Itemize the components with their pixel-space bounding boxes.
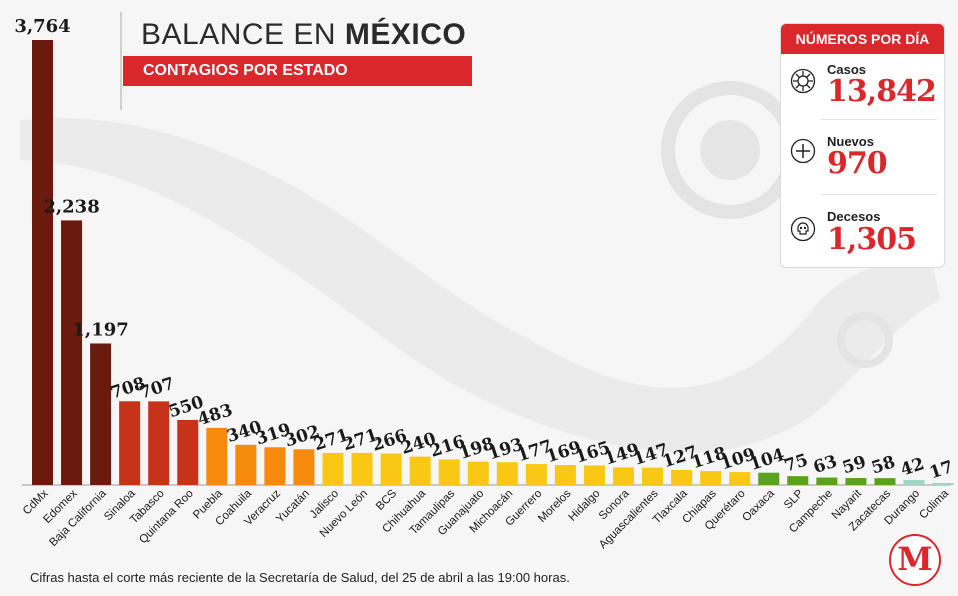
- footnote: Cifras hasta el corte más reciente de la…: [30, 570, 570, 585]
- bar-8: [264, 447, 286, 485]
- category-label-26: SLP: [782, 487, 806, 511]
- stat-value: 13,842: [827, 74, 937, 109]
- bar-17: [525, 464, 547, 485]
- bar-28: [845, 478, 867, 485]
- value-label-0: 3,764: [14, 16, 70, 37]
- bar-3: [119, 401, 141, 485]
- bar-21: [642, 467, 664, 485]
- category-label-18: Morelos: [536, 487, 574, 525]
- value-label-27: 63: [811, 452, 840, 478]
- value-label-26: 75: [782, 450, 811, 476]
- stat-divider: [821, 194, 937, 195]
- stat-label: Nuevos: [827, 134, 874, 149]
- stat-value: 1,305: [827, 222, 917, 257]
- plus-circle-icon: [790, 138, 816, 164]
- bar-27: [816, 477, 838, 485]
- bar-18: [554, 465, 576, 485]
- title-bold: MÉXICO: [344, 18, 467, 51]
- skull-icon: [790, 216, 816, 242]
- bar-12: [380, 453, 402, 485]
- title-regular: BALANCE EN: [141, 18, 345, 51]
- value-label-30: 42: [898, 454, 927, 480]
- bar-6: [206, 427, 228, 485]
- bar-16: [496, 462, 518, 485]
- bar-22: [671, 469, 693, 485]
- bar-23: [700, 471, 722, 485]
- milenio-logo: M: [889, 534, 941, 586]
- bar-5: [177, 419, 199, 485]
- bar-31: [932, 482, 954, 485]
- bar-4: [148, 401, 170, 485]
- category-label-19: Hidalgo: [567, 488, 603, 524]
- value-label-2: 1,197: [72, 319, 128, 340]
- bar-26: [787, 476, 809, 485]
- bar-7: [235, 444, 257, 485]
- page-subtitle: CONTAGIOS POR ESTADO: [123, 56, 472, 86]
- stat-label: Decesos: [827, 209, 881, 224]
- stats-panel: NÚMEROS POR DÍA Casos 13,842 Nuevos 970 …: [780, 23, 945, 268]
- bar-11: [351, 452, 373, 485]
- bar-0: [32, 40, 53, 485]
- bar-10: [322, 452, 344, 485]
- category-label-25: Oaxaca: [740, 487, 777, 524]
- bar-15: [467, 461, 489, 485]
- value-label-1: 2,238: [43, 196, 99, 217]
- stat-casos: Casos 13,842: [781, 54, 944, 124]
- stat-nuevos: Nuevos 970: [781, 124, 944, 194]
- bar-9: [293, 449, 315, 485]
- category-label-12: BCS: [374, 487, 399, 512]
- stat-divider: [821, 119, 937, 120]
- bar-30: [903, 480, 925, 485]
- bar-2: [90, 343, 112, 485]
- value-label-28: 59: [840, 452, 869, 478]
- page-title: BALANCE EN MÉXICO: [141, 18, 466, 52]
- bar-24: [729, 472, 751, 485]
- stat-label: Casos: [827, 62, 867, 77]
- stat-decesos: Decesos 1,305: [781, 196, 944, 266]
- value-label-29: 58: [869, 452, 898, 478]
- bar-19: [583, 465, 605, 485]
- bar-25: [758, 472, 780, 485]
- bar-29: [874, 478, 896, 485]
- bar-1: [61, 220, 83, 485]
- stat-value: 970: [827, 146, 888, 181]
- virus-icon: [790, 68, 816, 94]
- stats-panel-heading: NÚMEROS POR DÍA: [781, 24, 944, 54]
- title-divider: [120, 12, 122, 110]
- category-label-5: Quintana Roo: [137, 488, 196, 547]
- bar-20: [613, 467, 634, 485]
- bar-14: [438, 459, 460, 485]
- category-label-31: Colima: [917, 487, 951, 521]
- bar-13: [409, 456, 431, 485]
- value-label-31: 17: [927, 457, 956, 483]
